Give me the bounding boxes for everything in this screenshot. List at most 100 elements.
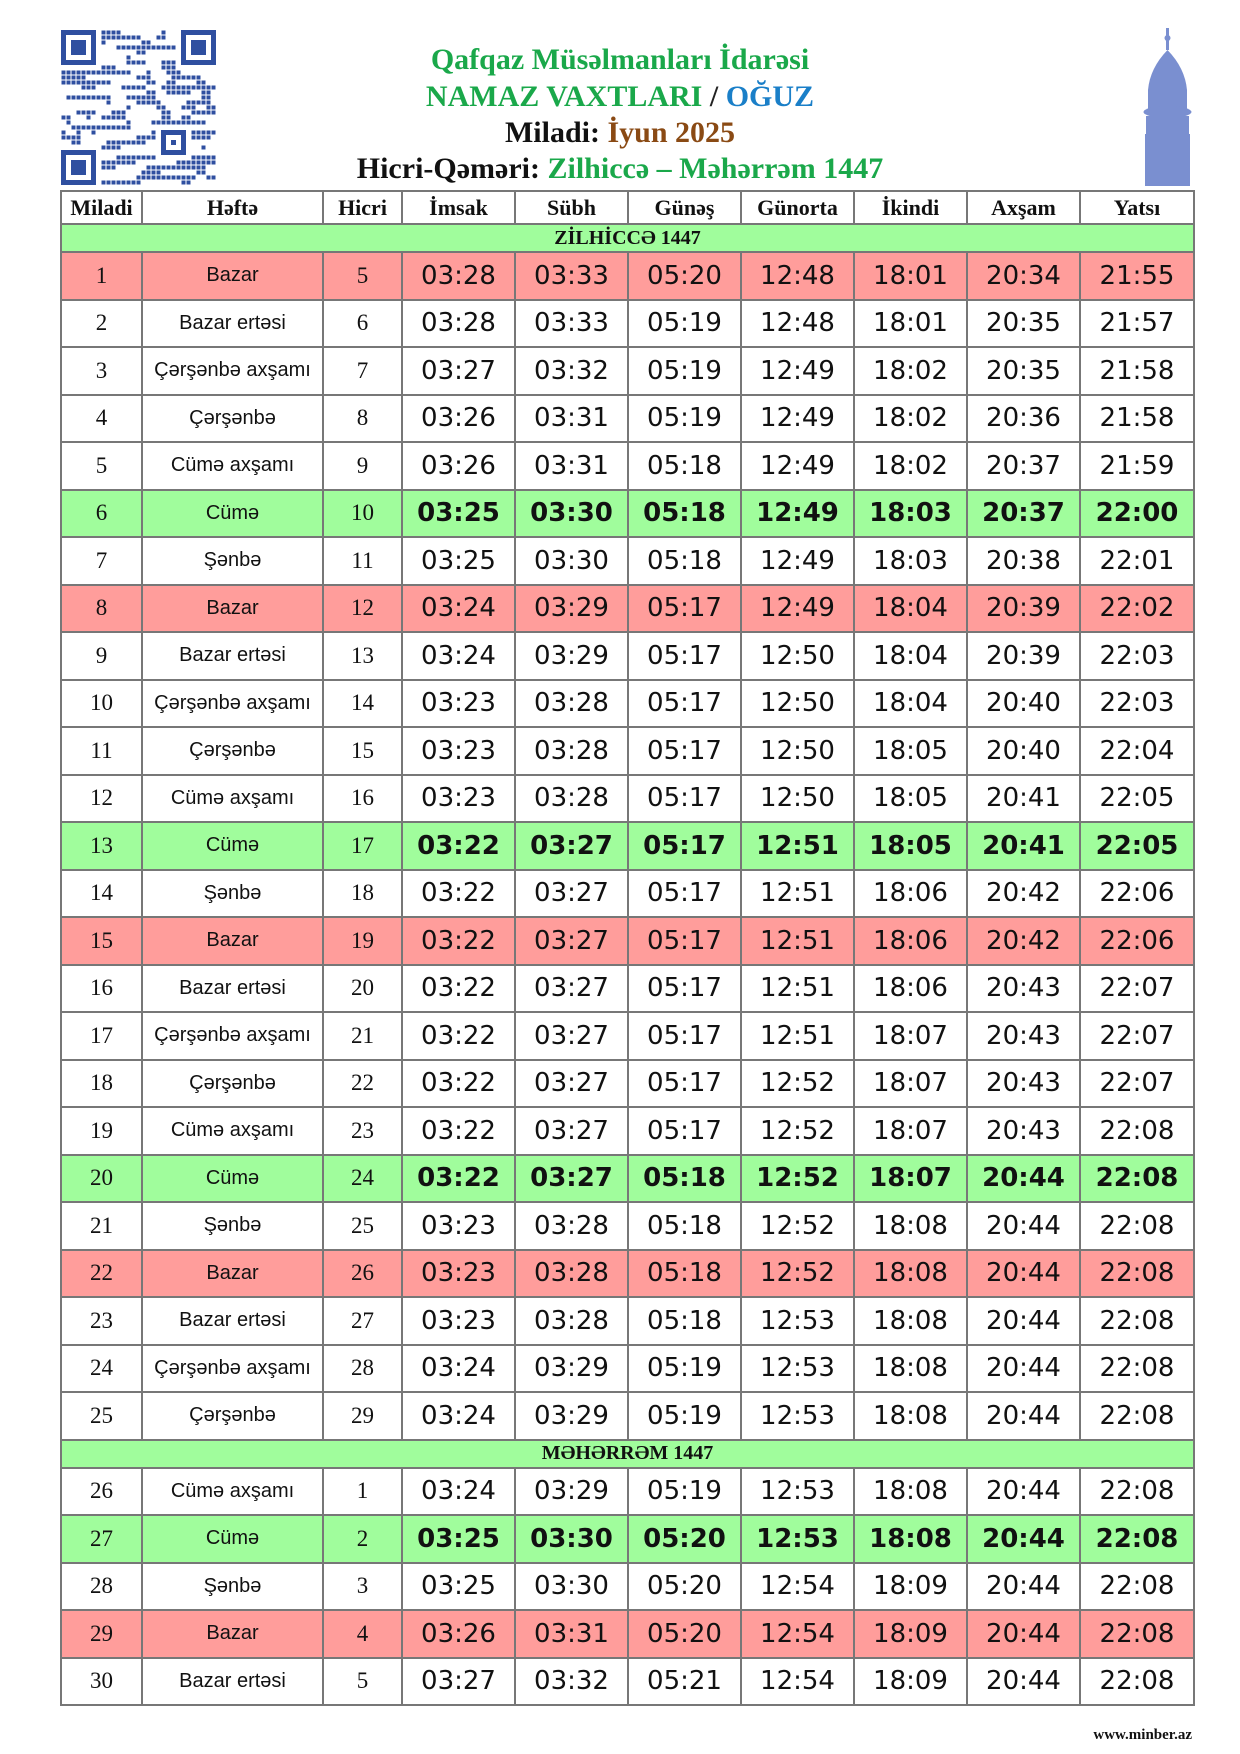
- gunorta-cell: 12:51: [740, 868, 855, 918]
- table-row: 12 Cümə axşamı 16 03:23 03:28 05:17 12:50 18:05…: [60, 773, 1195, 823]
- gunorta-cell: 12:51: [740, 963, 855, 1013]
- ikindi-cell: 18:01: [853, 298, 968, 348]
- gunorta-cell: 12:53: [740, 1466, 855, 1516]
- axsam-cell: 20:44: [966, 1391, 1081, 1441]
- column-header: Yatsı: [1079, 190, 1195, 225]
- weekday-cell: Cümə: [141, 821, 324, 871]
- gunorta-cell: 12:51: [740, 1011, 855, 1061]
- namaz-vaxtlari: NAMAZ VAXTLARI: [425, 80, 703, 113]
- gunorta-cell: 12:48: [740, 251, 855, 301]
- axsam-cell: 20:44: [966, 1656, 1081, 1706]
- ikindi-cell: 18:08: [853, 1466, 968, 1516]
- weekday-cell: Şənbə: [141, 1201, 324, 1251]
- miladi-day-cell: 16: [60, 963, 143, 1013]
- ikindi-cell: 18:08: [853, 1201, 968, 1251]
- imsak-cell: 03:24: [401, 631, 516, 681]
- imsak-cell: 03:25: [401, 1561, 516, 1611]
- miladi-day-cell: 8: [60, 583, 143, 633]
- yatsi-cell: 21:58: [1079, 346, 1195, 396]
- imsak-cell: 03:24: [401, 583, 516, 633]
- gunorta-cell: 12:48: [740, 298, 855, 348]
- table-row: 13 Cümə 17 03:22 03:27 05:17 12:51 18:05 20:41 22…: [60, 821, 1195, 871]
- axsam-cell: 20:44: [966, 1514, 1081, 1564]
- gunes-cell: 05:17: [627, 726, 742, 776]
- subh-cell: 03:27: [514, 868, 629, 918]
- imsak-cell: 03:25: [401, 536, 516, 586]
- hicri-day-cell: 25: [322, 1201, 403, 1251]
- miladi-day-cell: 20: [60, 1153, 143, 1203]
- axsam-cell: 20:43: [966, 963, 1081, 1013]
- yatsi-cell: 22:01: [1079, 536, 1195, 586]
- imsak-cell: 03:22: [401, 916, 516, 966]
- miladi-day-cell: 27: [60, 1514, 143, 1564]
- hicri-day-cell: 17: [322, 821, 403, 871]
- gunes-cell: 05:17: [627, 1058, 742, 1108]
- ikindi-cell: 18:04: [853, 678, 968, 728]
- table-row: 10 Çərşənbə axşamı 14 03:23 03:28 05:17 12:50 1…: [60, 678, 1195, 728]
- axsam-cell: 20:39: [966, 631, 1081, 681]
- hicri-label: Hicri-Qəməri:: [356, 152, 540, 185]
- weekday-cell: Şənbə: [141, 536, 324, 586]
- yatsi-cell: 22:08: [1079, 1514, 1195, 1564]
- imsak-cell: 03:26: [401, 393, 516, 443]
- city-name: OĞUZ: [725, 80, 815, 113]
- table-row: 5 Cümə axşamı 9 03:26 03:31 05:18 12:49 18:02 20…: [60, 441, 1195, 491]
- gunes-cell: 05:17: [627, 868, 742, 918]
- gunorta-cell: 12:53: [740, 1343, 855, 1393]
- yatsi-cell: 22:08: [1079, 1561, 1195, 1611]
- organization-title: Qafqaz Müsəlmanları İdarəsi: [430, 43, 810, 76]
- table-row: 3 Çərşənbə axşamı 7 03:27 03:32 05:19 12:49 18:…: [60, 346, 1195, 396]
- imsak-cell: 03:25: [401, 488, 516, 538]
- miladi-day-cell: 6: [60, 488, 143, 538]
- miladi-day-cell: 22: [60, 1248, 143, 1298]
- gunes-cell: 05:18: [627, 1153, 742, 1203]
- ikindi-cell: 18:07: [853, 1153, 968, 1203]
- gunorta-cell: 12:52: [740, 1153, 855, 1203]
- subh-cell: 03:30: [514, 488, 629, 538]
- gunes-cell: 05:18: [627, 441, 742, 491]
- weekday-cell: Çərşənbə: [141, 393, 324, 443]
- subh-cell: 03:27: [514, 1011, 629, 1061]
- weekday-cell: Bazar ertəsi: [141, 298, 324, 348]
- miladi-day-cell: 9: [60, 631, 143, 681]
- miladi-day-cell: 24: [60, 1343, 143, 1393]
- table-row: 9 Bazar ertəsi 13 03:24 03:29 05:17 12:50 18:04…: [60, 631, 1195, 681]
- ikindi-cell: 18:05: [853, 726, 968, 776]
- yatsi-cell: 21:58: [1079, 393, 1195, 443]
- subh-cell: 03:30: [514, 1514, 629, 1564]
- gunes-cell: 05:19: [627, 1391, 742, 1441]
- yatsi-cell: 22:02: [1079, 583, 1195, 633]
- miladi-day-cell: 2: [60, 298, 143, 348]
- gunes-cell: 05:19: [627, 298, 742, 348]
- miladi-day-cell: 15: [60, 916, 143, 966]
- table-row: 6 Cümə 10 03:25 03:30 05:18 12:49 18:03 20:37 22:…: [60, 488, 1195, 538]
- gunes-cell: 05:20: [627, 1514, 742, 1564]
- hicri-day-cell: 22: [322, 1058, 403, 1108]
- subh-cell: 03:31: [514, 1609, 629, 1659]
- month-section-row: ZİLHİCCƏ 1447: [60, 223, 1195, 253]
- imsak-cell: 03:22: [401, 1106, 516, 1156]
- hicri-day-cell: 19: [322, 916, 403, 966]
- gregorian-month: Miladi: İyun 2025: [230, 115, 1010, 151]
- gunes-cell: 05:17: [627, 916, 742, 966]
- gunorta-cell: 12:50: [740, 631, 855, 681]
- hicri-day-cell: 28: [322, 1343, 403, 1393]
- gunes-cell: 05:18: [627, 488, 742, 538]
- miladi-day-cell: 13: [60, 821, 143, 871]
- subh-cell: 03:32: [514, 1656, 629, 1706]
- yatsi-cell: 22:08: [1079, 1656, 1195, 1706]
- miladi-day-cell: 4: [60, 393, 143, 443]
- ikindi-cell: 18:07: [853, 1058, 968, 1108]
- gunorta-cell: 12:50: [740, 678, 855, 728]
- imsak-cell: 03:24: [401, 1466, 516, 1516]
- axsam-cell: 20:39: [966, 583, 1081, 633]
- gunorta-cell: 12:54: [740, 1609, 855, 1659]
- gunorta-cell: 12:50: [740, 726, 855, 776]
- miladi-day-cell: 23: [60, 1296, 143, 1346]
- axsam-cell: 20:44: [966, 1609, 1081, 1659]
- gunes-cell: 05:17: [627, 963, 742, 1013]
- axsam-cell: 20:44: [966, 1153, 1081, 1203]
- imsak-cell: 03:24: [401, 1391, 516, 1441]
- weekday-cell: Bazar: [141, 583, 324, 633]
- yatsi-cell: 22:07: [1079, 963, 1195, 1013]
